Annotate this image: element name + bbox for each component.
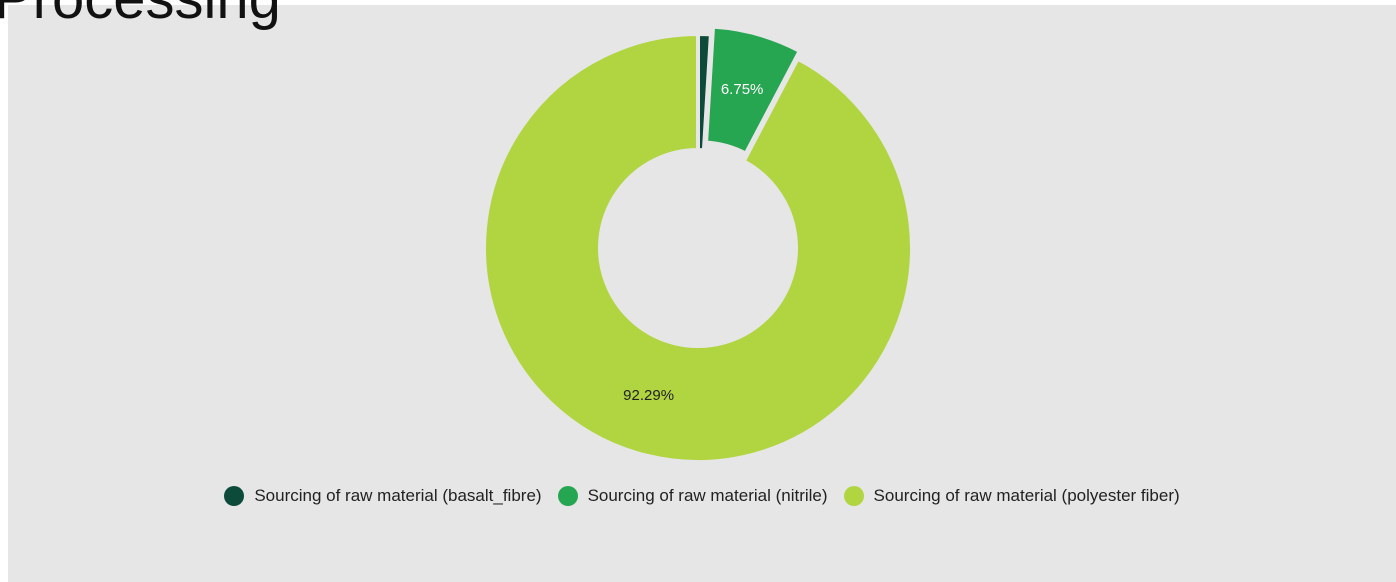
legend-item-3[interactable]: Sourcing of raw material (polyester fibe… xyxy=(843,486,1180,506)
page-title: Processing xyxy=(0,0,281,28)
donut-slice-3[interactable] xyxy=(482,32,914,464)
legend-label: Sourcing of raw material (nitrile) xyxy=(587,486,828,505)
legend-swatch-icon xyxy=(224,486,245,506)
legend-item-2[interactable]: Sourcing of raw material (nitrile) xyxy=(557,486,828,506)
chart-panel: 6.75% 92.29% Sourcing of raw material (ba… xyxy=(8,5,1396,582)
legend-swatch-icon xyxy=(557,486,578,506)
chart-legend: Sourcing of raw material (basalt_fibre) S… xyxy=(8,486,1396,506)
legend-label: Sourcing of raw material (polyester fibe… xyxy=(873,486,1180,505)
donut-slice-2[interactable] xyxy=(704,24,802,156)
legend-swatch-icon xyxy=(843,486,864,506)
donut-chart: 6.75% 92.29% xyxy=(482,24,914,464)
legend-label: Sourcing of raw material (basalt_fibre) xyxy=(254,486,542,505)
legend-item-1[interactable]: Sourcing of raw material (basalt_fibre) xyxy=(224,486,542,506)
slice-data-label-2: 6.75% xyxy=(721,81,764,98)
slice-data-label-3: 92.29% xyxy=(623,387,674,404)
